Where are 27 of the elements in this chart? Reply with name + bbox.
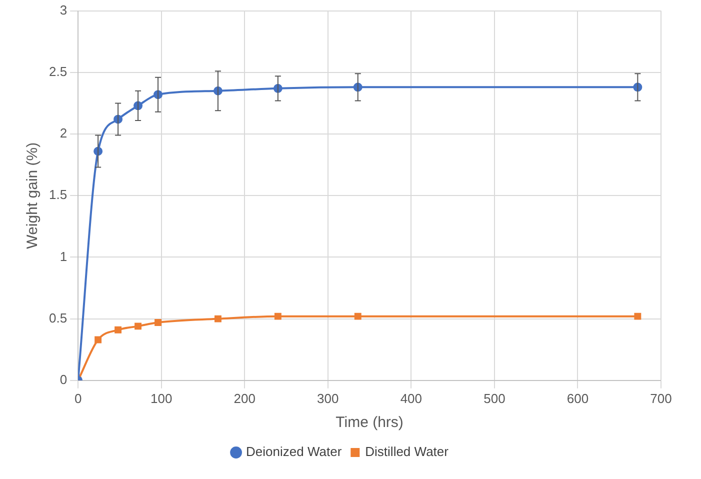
y-axis-title: Weight gain (%)	[24, 142, 42, 249]
point	[354, 312, 362, 320]
y-tick-label: 1	[60, 248, 68, 264]
x-tick-label: 600	[566, 390, 589, 406]
x-axis-title: Time (hrs)	[336, 414, 404, 432]
x-tick-label: 0	[74, 390, 82, 406]
point	[634, 312, 642, 320]
point	[94, 336, 102, 344]
point	[154, 319, 162, 326]
y-tick-label: 1.5	[48, 187, 68, 202]
point	[114, 326, 122, 334]
y-tick-label: 0.5	[48, 310, 68, 326]
legend-label: Deionized Water	[246, 444, 342, 460]
x-tick-label: 700	[650, 390, 672, 406]
legend-label: Distilled Water	[365, 444, 450, 460]
y-tick-label: 2.5	[48, 64, 68, 79]
x-tick-label: 500	[484, 390, 506, 406]
point	[274, 312, 282, 320]
point	[214, 315, 222, 322]
x-tick-label: 100	[150, 390, 172, 406]
x-tick-label: 300	[317, 390, 339, 406]
y-tick-label: 3	[60, 2, 68, 18]
y-tick-label: 0	[60, 372, 68, 387]
x-tick-label: 400	[400, 390, 422, 406]
x-tick-label: 200	[234, 390, 256, 406]
y-tick-label: 2	[60, 126, 68, 141]
point	[134, 322, 142, 330]
